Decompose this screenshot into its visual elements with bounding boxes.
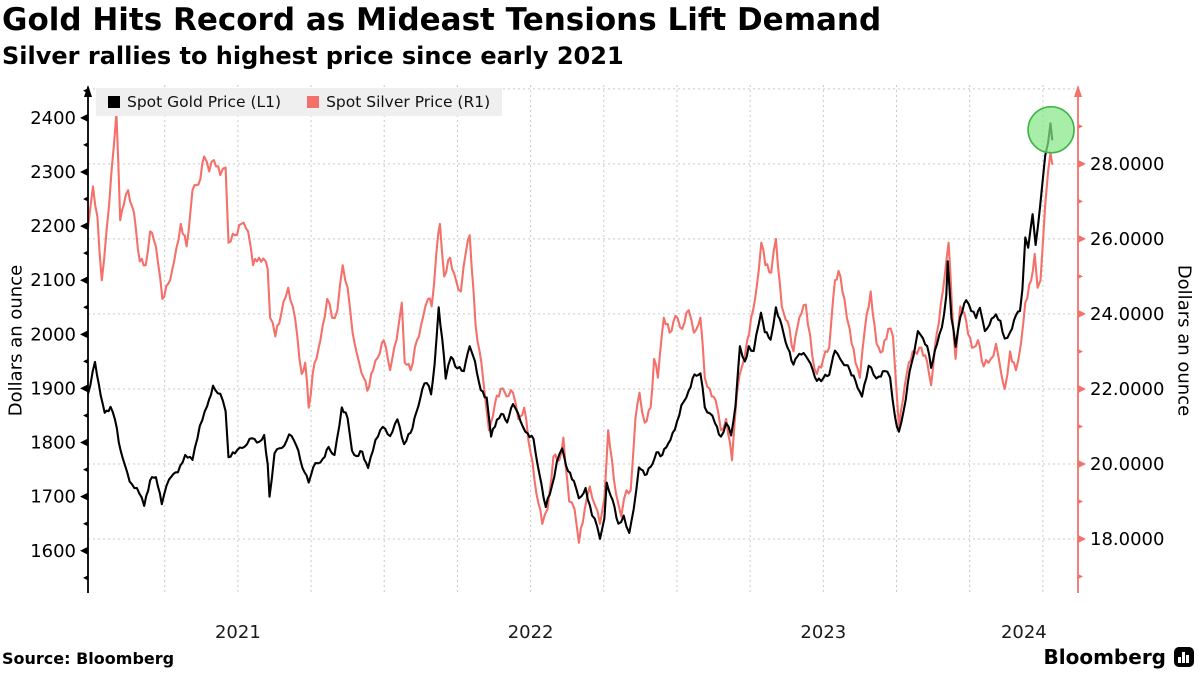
svg-text:24.0000: 24.0000 — [1090, 304, 1164, 325]
chart-gridlines — [88, 85, 1078, 593]
svg-text:2024: 2024 — [1001, 622, 1047, 643]
page-title: Gold Hits Record as Mideast Tensions Lif… — [2, 2, 882, 38]
svg-text:2022: 2022 — [508, 622, 554, 643]
svg-text:26.0000: 26.0000 — [1090, 229, 1164, 250]
source-credit: Source: Bloomberg — [2, 649, 175, 668]
gold-swatch-icon — [108, 96, 120, 108]
brand-name: Bloomberg — [1043, 645, 1166, 669]
svg-text:28.0000: 28.0000 — [1090, 154, 1164, 175]
svg-text:2100: 2100 — [30, 270, 76, 291]
silver-swatch-icon — [307, 96, 320, 108]
svg-text:1600: 1600 — [30, 541, 76, 562]
svg-text:1900: 1900 — [30, 378, 76, 399]
legend-item-gold: Spot Gold Price (L1) — [108, 93, 281, 111]
silver-price-line — [88, 112, 1054, 544]
left-axis-title: Dollars an ounce — [5, 264, 27, 417]
svg-text:2200: 2200 — [30, 216, 76, 237]
svg-text:2400: 2400 — [30, 108, 76, 129]
svg-text:2000: 2000 — [30, 324, 76, 345]
svg-text:2300: 2300 — [30, 162, 76, 183]
bloomberg-logo-icon — [1174, 647, 1194, 667]
brand-wordmark: Bloomberg — [1044, 645, 1194, 669]
svg-text:1700: 1700 — [30, 487, 76, 508]
chart-axes: 2400 2300 2200 2100 2000 1900 1800 1700 1600 28.0… — [30, 85, 1164, 643]
svg-text:1800: 1800 — [30, 433, 76, 454]
legend-item-silver: Spot Silver Price (R1) — [307, 93, 490, 111]
svg-text:22.0000: 22.0000 — [1090, 379, 1164, 400]
gold-price-line — [88, 122, 1054, 540]
chart-legend: Spot Gold Price (L1) Spot Silver Price (… — [96, 88, 503, 116]
svg-text:18.0000: 18.0000 — [1090, 529, 1164, 550]
page-subtitle: Silver rallies to highest price since ea… — [2, 42, 624, 70]
record-highlight-circle — [1027, 105, 1075, 154]
legend-label-silver: Spot Silver Price (R1) — [326, 93, 491, 111]
chart-series — [88, 112, 1054, 544]
right-axis-title: Dollars an ounce — [1173, 264, 1195, 417]
svg-text:2021: 2021 — [215, 622, 261, 643]
svg-text:2023: 2023 — [800, 622, 846, 643]
legend-label-gold: Spot Gold Price (L1) — [127, 93, 282, 111]
svg-text:20.0000: 20.0000 — [1090, 454, 1164, 475]
